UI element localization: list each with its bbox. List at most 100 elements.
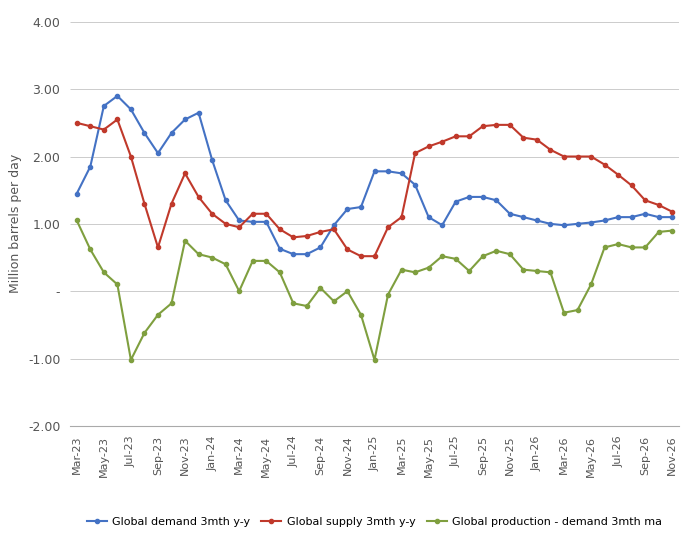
Global demand 3mth y-y: [248, 218, 257, 225]
Global demand 3mth y-y: [641, 211, 650, 217]
Global production - demand 3mth ma: [492, 247, 500, 254]
Global demand 3mth y-y: [452, 198, 460, 205]
Global production - demand 3mth ma: [262, 258, 270, 264]
Global supply 3mth y-y: [235, 224, 244, 230]
Global production - demand 3mth ma: [533, 268, 541, 274]
Global production - demand 3mth ma: [424, 264, 433, 271]
Global production - demand 3mth ma: [235, 288, 244, 294]
Global supply 3mth y-y: [438, 139, 447, 145]
Global supply 3mth y-y: [627, 182, 636, 189]
Global demand 3mth y-y: [221, 197, 230, 204]
Global production - demand 3mth ma: [330, 298, 338, 305]
Global production - demand 3mth ma: [573, 307, 582, 313]
Global production - demand 3mth ma: [479, 253, 487, 259]
Global supply 3mth y-y: [357, 253, 365, 259]
Global supply 3mth y-y: [560, 153, 568, 160]
Global production - demand 3mth ma: [113, 281, 122, 288]
Global supply 3mth y-y: [505, 122, 514, 128]
Global demand 3mth y-y: [343, 206, 351, 212]
Global production - demand 3mth ma: [398, 266, 406, 273]
Global demand 3mth y-y: [86, 163, 94, 170]
Global supply 3mth y-y: [140, 200, 148, 207]
Global supply 3mth y-y: [370, 253, 379, 259]
Global production - demand 3mth ma: [73, 217, 81, 224]
Global supply 3mth y-y: [546, 146, 554, 153]
Y-axis label: Million barrels per day: Million barrels per day: [9, 154, 22, 294]
Global demand 3mth y-y: [398, 170, 406, 177]
Global demand 3mth y-y: [627, 214, 636, 221]
Global supply 3mth y-y: [208, 211, 216, 217]
Global supply 3mth y-y: [113, 116, 122, 123]
Global supply 3mth y-y: [398, 214, 406, 221]
Global supply 3mth y-y: [127, 153, 135, 160]
Global supply 3mth y-y: [384, 224, 392, 230]
Global supply 3mth y-y: [195, 194, 203, 200]
Global production - demand 3mth ma: [343, 288, 351, 294]
Global demand 3mth y-y: [357, 204, 365, 210]
Global demand 3mth y-y: [587, 219, 595, 226]
Global supply 3mth y-y: [452, 133, 460, 140]
Global supply 3mth y-y: [587, 153, 595, 160]
Global supply 3mth y-y: [276, 226, 284, 233]
Global production - demand 3mth ma: [654, 229, 663, 235]
Global production - demand 3mth ma: [221, 261, 230, 268]
Global production - demand 3mth ma: [248, 258, 257, 264]
Global production - demand 3mth ma: [289, 300, 298, 307]
Global demand 3mth y-y: [208, 157, 216, 163]
Global supply 3mth y-y: [154, 244, 162, 251]
Global demand 3mth y-y: [533, 217, 541, 224]
Global demand 3mth y-y: [573, 221, 582, 227]
Global demand 3mth y-y: [289, 251, 298, 258]
Global demand 3mth y-y: [519, 214, 528, 221]
Global supply 3mth y-y: [533, 136, 541, 143]
Global demand 3mth y-y: [654, 214, 663, 221]
Global supply 3mth y-y: [641, 197, 650, 204]
Global supply 3mth y-y: [492, 122, 500, 128]
Global demand 3mth y-y: [302, 251, 311, 258]
Global demand 3mth y-y: [195, 110, 203, 116]
Global production - demand 3mth ma: [587, 281, 595, 288]
Global supply 3mth y-y: [262, 211, 270, 217]
Global supply 3mth y-y: [519, 134, 528, 141]
Global supply 3mth y-y: [302, 233, 311, 239]
Global supply 3mth y-y: [86, 123, 94, 129]
Global demand 3mth y-y: [370, 168, 379, 175]
Global production - demand 3mth ma: [601, 244, 609, 251]
Global production - demand 3mth ma: [99, 269, 108, 276]
Global production - demand 3mth ma: [357, 311, 365, 318]
Global demand 3mth y-y: [384, 168, 392, 175]
Global demand 3mth y-y: [479, 194, 487, 200]
Global production - demand 3mth ma: [302, 302, 311, 309]
Global supply 3mth y-y: [573, 153, 582, 160]
Global production - demand 3mth ma: [668, 227, 676, 234]
Global supply 3mth y-y: [424, 143, 433, 150]
Global demand 3mth y-y: [99, 103, 108, 109]
Global demand 3mth y-y: [181, 116, 189, 123]
Global production - demand 3mth ma: [411, 269, 419, 276]
Global demand 3mth y-y: [167, 130, 176, 136]
Global demand 3mth y-y: [601, 217, 609, 224]
Line: Global demand 3mth y-y: Global demand 3mth y-y: [75, 94, 674, 256]
Global demand 3mth y-y: [424, 214, 433, 221]
Global demand 3mth y-y: [113, 93, 122, 99]
Global supply 3mth y-y: [465, 133, 473, 140]
Global demand 3mth y-y: [154, 150, 162, 157]
Global production - demand 3mth ma: [438, 253, 447, 259]
Global supply 3mth y-y: [99, 126, 108, 133]
Global supply 3mth y-y: [167, 200, 176, 207]
Global production - demand 3mth ma: [505, 251, 514, 258]
Global supply 3mth y-y: [181, 170, 189, 177]
Global demand 3mth y-y: [276, 246, 284, 252]
Global demand 3mth y-y: [465, 194, 473, 200]
Global supply 3mth y-y: [73, 120, 81, 126]
Global demand 3mth y-y: [668, 214, 676, 221]
Global supply 3mth y-y: [654, 201, 663, 208]
Global supply 3mth y-y: [343, 246, 351, 253]
Global production - demand 3mth ma: [641, 244, 650, 251]
Global demand 3mth y-y: [492, 197, 500, 204]
Global production - demand 3mth ma: [519, 266, 528, 273]
Global supply 3mth y-y: [601, 161, 609, 168]
Global demand 3mth y-y: [127, 106, 135, 112]
Global supply 3mth y-y: [248, 211, 257, 217]
Global demand 3mth y-y: [140, 130, 148, 136]
